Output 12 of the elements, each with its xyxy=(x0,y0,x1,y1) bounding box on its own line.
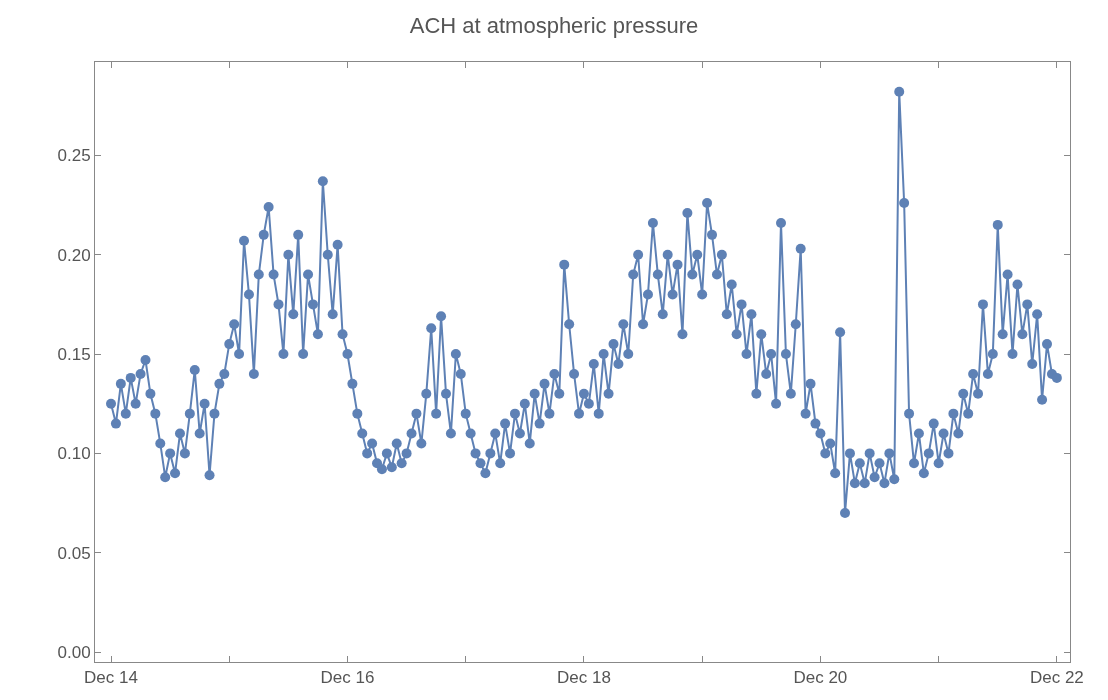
y-tick-label: 0.00 xyxy=(57,643,91,663)
y-tick-label: 0.05 xyxy=(57,543,91,563)
x-tick-label: Dec 18 xyxy=(557,668,611,688)
y-tick-label: 0.20 xyxy=(57,245,91,265)
x-tick-label: Dec 22 xyxy=(1029,668,1084,688)
x-tick-label: Dec 16 xyxy=(320,668,375,688)
y-tick-label: 0.10 xyxy=(57,444,91,464)
x-tick-label: Dec 20 xyxy=(793,668,848,688)
chart-title: ACH at atmospheric pressure xyxy=(409,12,699,38)
y-tick-label: 0.25 xyxy=(57,146,91,166)
x-tick-label: Dec 14 xyxy=(84,668,138,688)
y-tick-label: 0.15 xyxy=(57,345,91,364)
